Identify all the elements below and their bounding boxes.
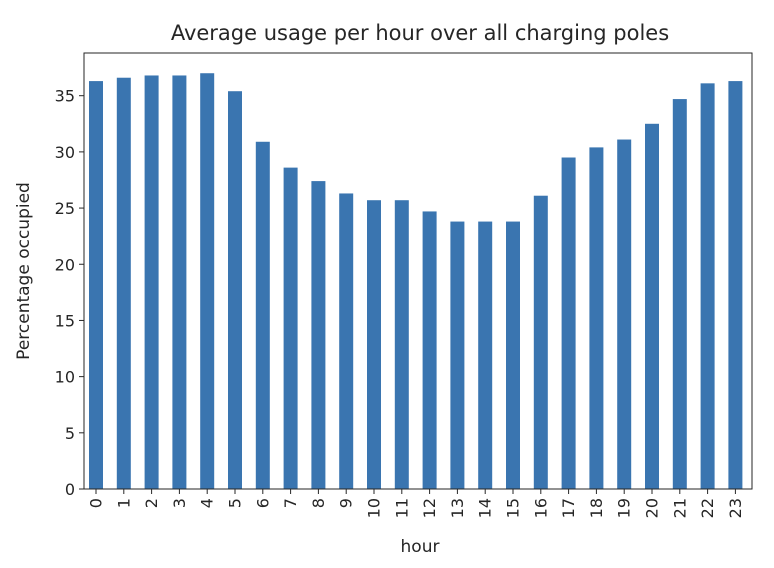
chart-title: Average usage per hour over all charging… xyxy=(171,21,669,45)
x-tick-label: 1 xyxy=(114,498,133,508)
bar-hour-4 xyxy=(200,73,215,489)
y-axis-label: Percentage occupied xyxy=(14,182,34,360)
x-tick-label: 23 xyxy=(726,498,745,518)
x-tick-label: 19 xyxy=(615,498,634,518)
bar-hour-1 xyxy=(116,77,131,489)
x-tick-label: 20 xyxy=(643,498,662,518)
bar-hour-0 xyxy=(89,81,103,489)
x-tick-label: 7 xyxy=(281,498,300,508)
x-tick-label: 4 xyxy=(198,498,217,508)
x-tick-label: 16 xyxy=(531,498,550,518)
bar-hour-11 xyxy=(394,200,409,489)
x-tick-label: 9 xyxy=(337,498,356,508)
y-tick-label: 20 xyxy=(55,255,75,274)
y-tick-label: 0 xyxy=(65,480,75,499)
y-tick-label: 10 xyxy=(55,368,75,387)
bar-hour-12 xyxy=(422,211,437,489)
x-tick-label: 6 xyxy=(253,498,272,508)
bar-hour-18 xyxy=(589,147,604,489)
bar-hour-2 xyxy=(144,75,159,489)
x-tick-label: 5 xyxy=(226,498,245,508)
x-tick-label: 15 xyxy=(504,498,523,518)
x-tick-label: 21 xyxy=(670,498,689,518)
x-tick-label: 11 xyxy=(392,498,411,518)
bar-hour-19 xyxy=(617,139,632,489)
x-tick-label: 8 xyxy=(309,498,328,508)
y-tick-label: 25 xyxy=(55,199,75,218)
bar-hour-21 xyxy=(672,99,687,489)
x-tick-label: 12 xyxy=(420,498,439,518)
bar-hour-13 xyxy=(450,221,465,489)
x-tick-label: 14 xyxy=(476,498,495,518)
x-tick-label: 3 xyxy=(170,498,189,508)
y-tick-label: 30 xyxy=(55,143,75,162)
x-axis: 0 1 2 3 4 5 6 7 8 9 10 11 12 13 14 15 16 17 18 19 20 21 22 23 xyxy=(87,489,745,518)
y-tick-label: 15 xyxy=(55,311,75,330)
x-tick-label: 10 xyxy=(365,498,384,518)
bar-hour-3 xyxy=(172,75,187,489)
x-tick-label: 0 xyxy=(87,498,106,508)
bar-hour-5 xyxy=(228,91,242,490)
x-tick-label: 22 xyxy=(698,498,717,518)
bar-hour-16 xyxy=(533,195,548,489)
x-tick-label: 13 xyxy=(448,498,467,518)
bar-hour-8 xyxy=(311,181,326,489)
bar-hour-14 xyxy=(478,221,493,489)
bar-hour-22 xyxy=(700,83,715,489)
x-tick-label: 2 xyxy=(142,498,161,508)
bar-hour-23 xyxy=(728,81,743,489)
bar-hour-15 xyxy=(506,221,520,489)
x-tick-label: 18 xyxy=(587,498,606,518)
plot-frame xyxy=(83,52,753,490)
bar-hour-7 xyxy=(283,167,298,489)
x-axis-label: hour xyxy=(401,537,440,557)
y-axis: 0 5 10 15 20 25 30 35 xyxy=(55,87,84,499)
y-tick-label: 35 xyxy=(55,87,75,106)
bars-group xyxy=(89,73,743,490)
bar-hour-6 xyxy=(255,141,270,489)
y-tick-label: 5 xyxy=(65,424,75,443)
bar-hour-20 xyxy=(645,123,659,489)
bar-hour-9 xyxy=(339,193,354,489)
bar-hour-17 xyxy=(561,157,576,489)
x-tick-label: 17 xyxy=(559,498,578,518)
bar-hour-10 xyxy=(367,200,381,489)
